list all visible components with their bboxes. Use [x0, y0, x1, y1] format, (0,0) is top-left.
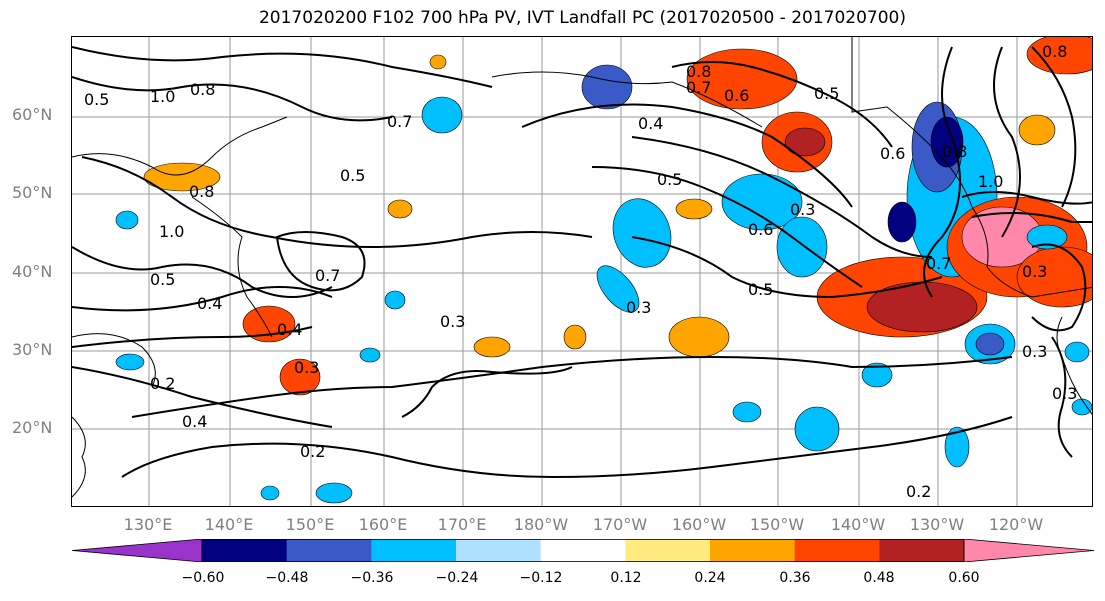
contour-label: 0.4: [197, 294, 222, 313]
contour-label: 0.7: [315, 266, 340, 285]
contour-label: 0.8: [686, 62, 711, 81]
lon-label: 160°E: [358, 515, 408, 534]
contour-label: 0.6: [724, 86, 749, 105]
contour-label: 1.0: [159, 222, 184, 241]
contour-label: 0.3: [1052, 384, 1077, 403]
map-area: 1.0 0.8 0.8 0.7 0.6 0.5 0.7 0.4 0.5 0.8 …: [71, 36, 1093, 507]
gridlines: [72, 37, 1092, 506]
contour-label: 0.3: [626, 298, 651, 317]
lon-label: 150°E: [285, 515, 335, 534]
contour-label: 0.5: [84, 90, 109, 109]
contour-label: 0.8: [189, 182, 214, 201]
colorbar-segment: [456, 539, 542, 562]
lon-label: 130°W: [909, 515, 965, 534]
contour-label: 0.4: [277, 320, 302, 339]
lon-label: 140°E: [204, 515, 254, 534]
pv-fill-blobs: [115, 37, 1092, 504]
lat-label-50n: 50°N: [12, 183, 53, 202]
colorbar-segment: [371, 539, 457, 562]
contour-label: 0.4: [638, 114, 663, 133]
lon-label: 130°E: [123, 515, 173, 534]
contour-label: 0.3: [440, 312, 465, 331]
contour-label: 0.5: [814, 84, 839, 103]
colorbar-tick: −0.60: [181, 570, 225, 586]
contour-label: 0.8: [190, 80, 215, 99]
contour-label: 0.2: [300, 442, 325, 461]
colorbar-segment: [794, 539, 880, 562]
contour-label: 0.6: [880, 144, 905, 163]
colorbar-outline: [201, 539, 965, 562]
colorbar-tick: −0.12: [519, 570, 563, 586]
colorbar-extend-low: [72, 539, 203, 562]
contour-label: 0.5: [150, 270, 175, 289]
pv-contours: [72, 46, 1092, 479]
colorbar-extend-high: [963, 539, 1094, 562]
lat-label-40n: 40°N: [12, 262, 53, 281]
colorbar-tick: 0.24: [694, 570, 726, 586]
contour-label: 0.3: [790, 200, 815, 219]
colorbar-tick: −0.36: [350, 570, 394, 586]
contour-label: 0.4: [182, 412, 207, 431]
contour-label: 0.5: [748, 280, 773, 299]
lon-label: 140°W: [830, 515, 886, 534]
colorbar-segment: [625, 539, 711, 562]
lon-label: 170°W: [592, 515, 648, 534]
lat-label-60n: 60°N: [12, 105, 53, 124]
contour-label: 0.7: [387, 112, 412, 131]
contour-label-group: 1.0 0.8 0.8 0.7 0.6 0.5 0.7 0.4 0.5 0.8 …: [84, 42, 1077, 501]
colorbar-tick: 0.48: [863, 570, 895, 586]
colorbar-segment: [286, 539, 372, 562]
colorbar-tick: 0.60: [948, 570, 980, 586]
lon-label: 160°W: [671, 515, 727, 534]
contour-label: 0.7: [926, 254, 951, 273]
map-title: 2017020200 F102 700 hPa PV, IVT Landfall…: [258, 8, 906, 28]
contour-label: 0.5: [657, 170, 682, 189]
contour-label: 0.3: [1022, 262, 1047, 281]
contour-label: 0.5: [340, 166, 365, 185]
lon-label: 170°E: [437, 515, 487, 534]
contour-label: 0.7: [686, 78, 711, 97]
colorbar: [72, 539, 1094, 562]
contour-label: 0.6: [748, 220, 773, 239]
lon-label: 150°W: [749, 515, 805, 534]
contour-label: 0.2: [150, 374, 175, 393]
contour-label: 0.8: [1042, 42, 1067, 61]
colorbar-segment: [879, 539, 965, 562]
colorbar-segment: [710, 539, 796, 562]
colorbar-tick: 0.12: [610, 570, 642, 586]
colorbar-tick: 0.36: [779, 570, 811, 586]
colorbar-segment: [202, 539, 288, 562]
contour-label: 0.3: [294, 358, 319, 377]
contour-label: 1.0: [978, 172, 1003, 191]
contour-label: 0.2: [906, 482, 931, 501]
contour-label: 0.3: [1022, 342, 1047, 361]
lat-label-20n: 20°N: [12, 418, 53, 437]
map-svg: 1.0 0.8 0.8 0.7 0.6 0.5 0.7 0.4 0.5 0.8 …: [72, 37, 1092, 506]
lon-label: 180°W: [513, 515, 569, 534]
lat-label-30n: 30°N: [12, 340, 53, 359]
colorbar-segment: [540, 539, 626, 562]
contour-label: 0.8: [942, 142, 967, 161]
lon-label: 120°W: [988, 515, 1044, 534]
colorbar-tick: −0.48: [265, 570, 309, 586]
colorbar-tick: −0.24: [435, 570, 479, 586]
contour-label: 1.0: [150, 87, 175, 106]
